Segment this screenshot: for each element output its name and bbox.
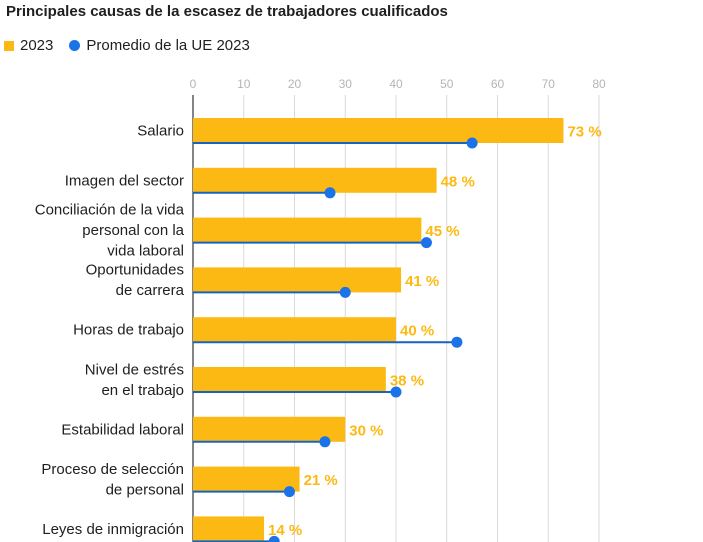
bar-value-label: 30 %	[349, 422, 383, 439]
bar-2023	[193, 118, 564, 143]
legend-eu-marker	[69, 40, 81, 51]
bar-value-label: 14 %	[268, 522, 302, 539]
x-tick-label: 60	[491, 77, 505, 91]
legend: 2023 Promedio de la UE 2023	[4, 37, 250, 54]
x-tick-label: 0	[190, 77, 197, 91]
eu-average-marker	[319, 436, 331, 448]
category-label: Leyes de inmigración	[42, 521, 184, 538]
bar-2023	[193, 466, 300, 492]
x-tick-label: 80	[592, 77, 606, 91]
x-tick-label: 50	[440, 77, 454, 91]
eu-average-marker	[268, 535, 280, 542]
bar-value-label: 73 %	[567, 124, 601, 141]
legend-2023-label: 2023	[20, 37, 54, 54]
bar-2023	[193, 367, 386, 392]
x-tick-label: 10	[237, 77, 251, 91]
bar-value-label: 48 %	[441, 173, 475, 190]
eu-average-marker	[390, 386, 402, 398]
bar-2023	[193, 516, 265, 542]
category-label: Conciliación de la vida personal con la vi…	[35, 202, 185, 260]
bar-2023	[193, 167, 437, 193]
chart-title: Principales causas de la escasez de trab…	[6, 3, 448, 20]
category-label: Imagen del sector	[65, 172, 184, 189]
category-label: Oportunidades de carrera	[86, 262, 185, 300]
bar-value-label: 38 %	[390, 373, 424, 390]
category-label: Horas de trabajo	[73, 322, 184, 339]
legend-2023-swatch	[4, 40, 14, 51]
bar-value-label: 41 %	[405, 273, 439, 290]
bar-value-label: 40 %	[400, 323, 434, 340]
eu-average-marker	[324, 187, 336, 199]
x-tick-label: 30	[339, 77, 353, 91]
bar-2023	[193, 267, 402, 293]
bar-2023	[193, 317, 396, 343]
eu-average-marker	[420, 237, 432, 249]
x-tick-label: 20	[288, 77, 302, 91]
eu-average-marker	[451, 336, 463, 348]
eu-average-marker	[283, 486, 295, 498]
bar-2023	[193, 416, 346, 442]
legend-eu-label: Promedio de la UE 2023	[86, 37, 250, 54]
eu-average-marker	[339, 286, 351, 298]
eu-average-marker	[466, 137, 478, 149]
category-label: Proceso de selección de personal	[41, 461, 184, 499]
x-tick-label: 70	[542, 77, 556, 91]
bar-value-label: 45 %	[425, 223, 459, 240]
bar-value-label: 21 %	[304, 472, 338, 489]
bar-2023	[193, 217, 422, 243]
x-tick-label: 40	[389, 77, 403, 91]
category-label: Estabilidad laboral	[61, 421, 184, 438]
category-label: Nivel de estrés en el trabajo	[85, 361, 184, 399]
category-label: Salario	[137, 123, 184, 140]
